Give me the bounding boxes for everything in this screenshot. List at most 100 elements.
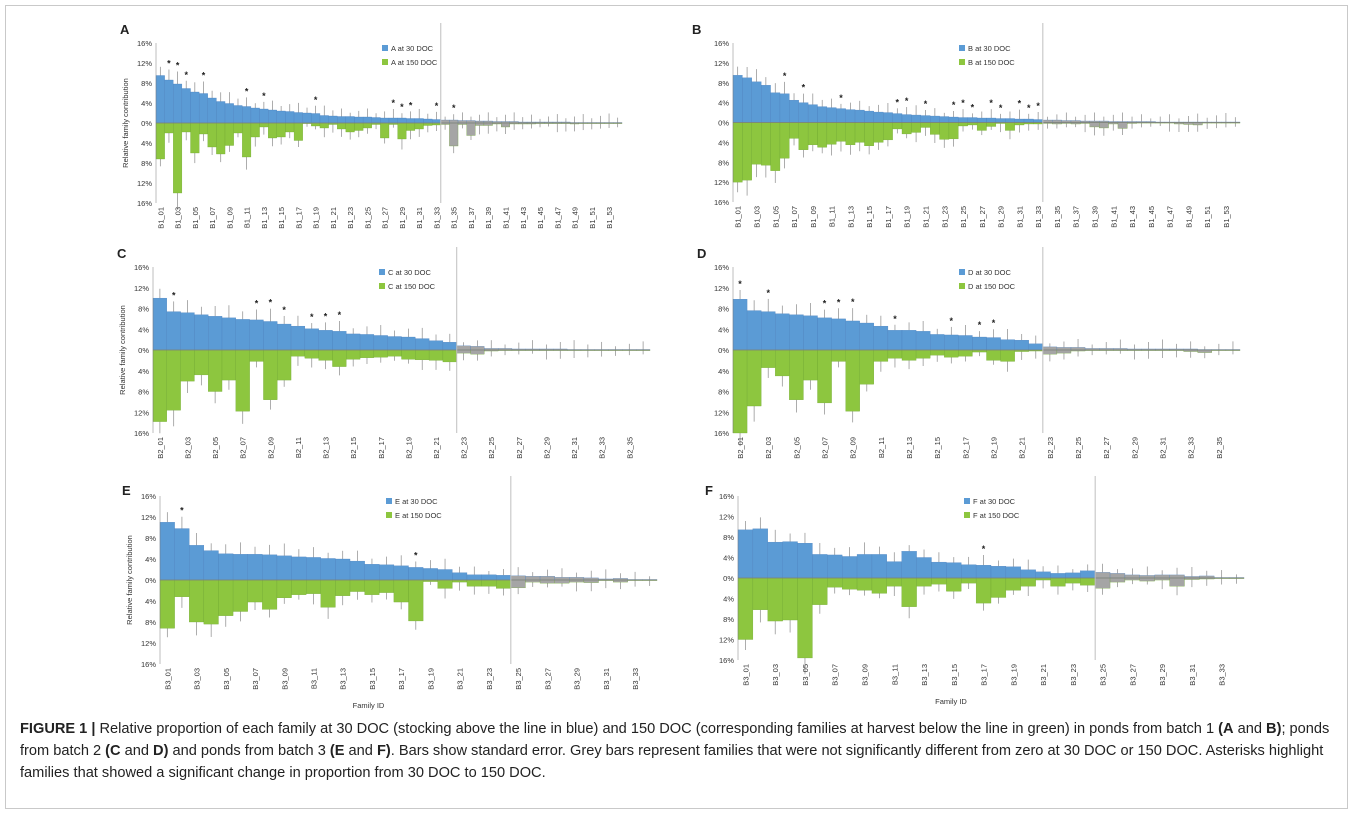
caption-segment: and ponds from batch 3 xyxy=(168,743,330,759)
significance-asterisk: * xyxy=(1027,103,1031,113)
bar-30doc xyxy=(751,81,762,123)
bar-30doc xyxy=(836,108,846,123)
x-tick-label: B1_17 xyxy=(294,207,303,229)
bar-30doc xyxy=(354,116,364,124)
bar-30doc xyxy=(831,318,846,351)
bar-30doc xyxy=(276,110,286,124)
chart-panel-f: F 16% 12% 8% 4% 0% 4% 8% 12% 16% * B3_01 B3_03 B3_05 B… xyxy=(705,476,1245,706)
x-tick-label: B2_17 xyxy=(377,437,386,459)
y-tick-label: 8% xyxy=(718,305,729,314)
x-tick-label: B3_19 xyxy=(1009,664,1018,686)
x-tick-label: B1_35 xyxy=(1053,206,1062,228)
bar-30doc xyxy=(431,119,441,124)
bar-30doc xyxy=(525,576,541,581)
bar-30doc xyxy=(174,528,190,581)
bar-30doc xyxy=(207,97,217,124)
bar-150doc xyxy=(789,122,799,139)
bar-150doc xyxy=(958,122,968,127)
significance-asterisk: * xyxy=(896,97,900,107)
caption-segment: F) xyxy=(376,743,391,759)
x-tick-label: B1_47 xyxy=(1166,206,1175,228)
y-tick-label: 8% xyxy=(718,79,729,88)
x-tick-label: B2_35 xyxy=(625,437,634,459)
caption-segment: D) xyxy=(153,743,169,759)
figure-frame xyxy=(5,5,1348,809)
bar-150doc xyxy=(845,349,860,412)
bar-30doc xyxy=(152,297,167,351)
x-tick-label: B1_21 xyxy=(329,207,338,229)
x-tick-label: B3_07 xyxy=(831,664,840,686)
x-tick-label: B3_01 xyxy=(741,664,750,686)
x-tick-label: B1_07 xyxy=(208,207,217,229)
bar-30doc xyxy=(181,88,191,124)
x-tick-label: B1_37 xyxy=(1072,206,1081,228)
bar-30doc xyxy=(437,569,453,581)
y-tick-label: 12% xyxy=(137,59,152,68)
bar-150doc xyxy=(379,579,395,593)
caption-segment: and xyxy=(344,743,377,759)
legend-label: E at 30 DOC xyxy=(395,497,438,506)
y-tick-label: 8% xyxy=(141,79,152,88)
panel-label: A xyxy=(120,22,130,37)
panel-label: B xyxy=(692,22,701,37)
bar-30doc xyxy=(164,79,174,124)
bar-150doc xyxy=(496,579,511,589)
x-tick-label: B2_23 xyxy=(1046,437,1055,459)
y-tick-label: 4% xyxy=(141,139,152,148)
bar-30doc xyxy=(939,116,950,123)
bar-150doc xyxy=(845,122,856,146)
bar-150doc xyxy=(349,579,365,592)
y-tick-label: 16% xyxy=(719,656,734,665)
x-tick-label: B2_15 xyxy=(933,437,942,459)
bar-150doc xyxy=(946,577,962,592)
y-tick-label: 8% xyxy=(141,159,152,168)
x-tick-label: B2_07 xyxy=(239,437,248,459)
y-tick-label: 4% xyxy=(723,595,734,604)
bar-150doc xyxy=(883,122,893,141)
significance-asterisk: * xyxy=(172,290,176,300)
bar-30doc xyxy=(972,336,987,351)
legend-label: D at 150 DOC xyxy=(968,282,1016,291)
x-tick-label: B2_31 xyxy=(570,437,579,459)
bar-150doc xyxy=(428,349,444,361)
bar-30doc xyxy=(1023,118,1034,123)
bar-30doc xyxy=(845,320,860,351)
significance-asterisk: * xyxy=(245,86,249,96)
x-tick-label: B2_21 xyxy=(432,437,441,459)
chart-panel-a: A 16% 12% 8% 4% 0% 4% 8% 12% 16% Relative family c… xyxy=(120,22,623,229)
bar-150doc xyxy=(152,349,167,422)
x-tick-label: B1_33 xyxy=(1034,206,1043,228)
bar-30doc xyxy=(961,564,977,579)
x-tick-label: B1_27 xyxy=(978,206,987,228)
bar-150doc xyxy=(501,122,510,128)
bar-150doc xyxy=(1000,349,1015,362)
x-tick-label: B2_29 xyxy=(542,437,551,459)
bar-30doc xyxy=(359,334,375,351)
y-tick-label: 4% xyxy=(138,325,149,334)
bar-30doc xyxy=(737,529,754,579)
bar-30doc xyxy=(250,107,260,124)
x-tick-label: B2_27 xyxy=(1102,437,1111,459)
bar-150doc xyxy=(742,122,752,181)
x-tick-label: B3_31 xyxy=(602,668,611,690)
bar-150doc xyxy=(920,122,931,128)
x-tick-label: B1_21 xyxy=(921,206,930,228)
bar-30doc xyxy=(779,93,790,123)
x-tick-label: B1_51 xyxy=(588,207,597,229)
chart-panel-e: E 16% 12% 8% 4% 0% 4% 8% 12% 16% Relative family c… xyxy=(122,476,658,710)
y-tick-label: 12% xyxy=(714,284,729,293)
x-tick-label: B2_13 xyxy=(905,437,914,459)
bar-150doc xyxy=(290,349,306,357)
bar-30doc xyxy=(976,117,987,123)
significance-asterisk: * xyxy=(950,316,954,326)
bar-150doc xyxy=(380,122,390,139)
x-tick-label: B2_29 xyxy=(1130,437,1139,459)
x-tick-label: B2_09 xyxy=(266,437,275,459)
bar-150doc xyxy=(901,349,917,361)
panel-label: D xyxy=(697,246,706,261)
y-tick-label: 12% xyxy=(719,513,734,522)
legend-label: E at 150 DOC xyxy=(395,511,442,520)
bar-30doc xyxy=(946,562,962,579)
bar-150doc xyxy=(235,349,250,412)
significance-asterisk: * xyxy=(971,102,975,112)
